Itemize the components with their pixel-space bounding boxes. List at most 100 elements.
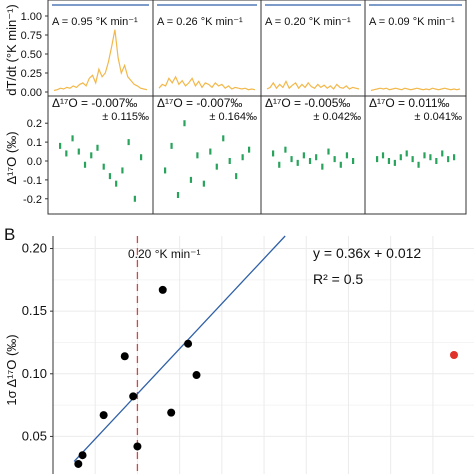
panel-b-point bbox=[184, 339, 193, 348]
iso-point bbox=[102, 163, 105, 170]
panel-b-point bbox=[129, 392, 138, 401]
iso-point bbox=[284, 146, 287, 153]
rate-tick-label: 0.50 bbox=[21, 49, 42, 61]
iso-point bbox=[435, 158, 438, 164]
iso-point bbox=[115, 180, 118, 187]
iso-point bbox=[376, 156, 379, 163]
iso-point bbox=[447, 156, 450, 163]
rate-tick-label: 0.00 bbox=[21, 87, 42, 99]
sd-label-4: ± 0.041‰ bbox=[414, 111, 462, 123]
panel-b-y-ticks: 0.05 0.10 0.15 0.20 bbox=[22, 241, 53, 443]
panel-b-tick-label: 0.05 bbox=[22, 428, 47, 443]
iso-point bbox=[108, 173, 112, 180]
fit-r-squared: R² = 0.5 bbox=[313, 271, 363, 287]
iso-point bbox=[189, 176, 193, 183]
iso-point bbox=[183, 120, 186, 127]
panel-b-point bbox=[99, 411, 108, 420]
iso-point bbox=[272, 150, 275, 157]
iso-point bbox=[215, 163, 218, 170]
iso-point bbox=[417, 161, 420, 168]
sd-label-3: ± 0.042‰ bbox=[313, 111, 361, 123]
iso-axis-label: Δ¹⁷O (‰) bbox=[4, 131, 19, 184]
iso-point bbox=[333, 156, 336, 163]
rate-tick-label: 1.00 bbox=[21, 11, 42, 23]
rate-series bbox=[53, 29, 461, 92]
iso-point bbox=[393, 159, 396, 166]
iso-tick-label: 0.0 bbox=[27, 156, 42, 168]
rate-line-1 bbox=[53, 29, 148, 92]
mean-label-3: Δ¹⁷O = -0.005‰ bbox=[265, 96, 350, 110]
panel-b-point bbox=[74, 459, 83, 468]
panel-b-point bbox=[158, 285, 167, 294]
iso-point bbox=[241, 154, 244, 161]
iso-point bbox=[209, 148, 212, 155]
panel-b-point bbox=[133, 442, 142, 451]
iso-point bbox=[222, 135, 225, 142]
rate-label-4: A = 0.09 °K min⁻¹ bbox=[369, 16, 455, 28]
iso-point bbox=[290, 156, 293, 163]
iso-point bbox=[133, 195, 136, 202]
iso-point bbox=[327, 148, 330, 155]
rate-label-3: A = 0.20 °K min⁻¹ bbox=[265, 16, 351, 28]
iso-point bbox=[176, 192, 180, 198]
threshold-label: 0.20 °K min⁻¹ bbox=[128, 247, 201, 261]
rate-label-1: A = 0.95 °K min⁻¹ bbox=[52, 16, 138, 28]
panel-b-tick-label: 0.10 bbox=[22, 366, 47, 381]
iso-series bbox=[59, 120, 456, 202]
iso-tick-label: -0.1 bbox=[23, 175, 42, 187]
panel-b-outlier-point bbox=[450, 351, 458, 359]
iso-point bbox=[164, 167, 167, 174]
iso-tick-label: 0.1 bbox=[27, 137, 42, 149]
rate-line-4 bbox=[370, 87, 461, 92]
panel-b-point bbox=[78, 451, 87, 460]
iso-point bbox=[296, 159, 299, 166]
iso-point bbox=[381, 152, 385, 159]
panel-a-frame bbox=[47, 0, 467, 215]
iso-axis-ticks: 0.2 0.1 0.0 -0.1 -0.2 bbox=[23, 118, 48, 206]
panel-b-tick-label: 0.20 bbox=[22, 241, 47, 256]
iso-point bbox=[321, 163, 324, 170]
mean-label-1: Δ¹⁷O = -0.007‰ bbox=[52, 96, 137, 110]
iso-point bbox=[315, 154, 318, 161]
iso-point bbox=[405, 150, 408, 157]
iso-point bbox=[228, 158, 231, 164]
rate-axis-label: dT/dt (°K min⁻¹) bbox=[4, 4, 19, 96]
panel-b: B 0.05 0.10 0.15 0.20 1σ Δ¹⁷O (‰) 0.20 °K m… bbox=[4, 225, 474, 474]
panel-b-label: B bbox=[4, 225, 15, 244]
iso-point bbox=[248, 146, 251, 153]
panel-b-point bbox=[167, 408, 176, 417]
iso-point bbox=[202, 180, 205, 187]
iso-point bbox=[339, 161, 342, 168]
iso-point bbox=[65, 150, 68, 157]
iso-point bbox=[278, 161, 281, 168]
rate-label-2: A = 0.26 °K min⁻¹ bbox=[157, 16, 243, 28]
rate-line-3 bbox=[266, 80, 360, 90]
panel-b-y-axis-label: 1σ Δ¹⁷O (‰) bbox=[4, 334, 19, 405]
panel-b-points bbox=[74, 285, 458, 468]
iso-point bbox=[83, 161, 87, 168]
iso-point bbox=[90, 152, 93, 159]
panel-b-grid bbox=[53, 236, 474, 474]
mean-label-4: Δ¹⁷O = 0.011‰ bbox=[369, 96, 450, 110]
iso-point bbox=[170, 142, 173, 149]
iso-point bbox=[352, 158, 355, 164]
iso-tick-label: -0.2 bbox=[23, 194, 42, 206]
rate-axis-ticks: 1.00 0.75 0.50 0.25 0.00 bbox=[21, 11, 48, 99]
iso-point bbox=[77, 148, 80, 155]
iso-point bbox=[411, 156, 414, 163]
panel-b-point bbox=[120, 352, 129, 361]
iso-point bbox=[127, 139, 130, 146]
iso-point bbox=[441, 150, 444, 157]
iso-point bbox=[345, 152, 349, 159]
iso-point bbox=[423, 152, 426, 159]
iso-point bbox=[308, 158, 312, 164]
iso-point bbox=[140, 154, 143, 161]
panel-a: 1.00 0.75 0.50 0.25 0.00 0.2 0.1 0.0 -0.1 -0.2 d… bbox=[4, 0, 467, 215]
iso-point bbox=[71, 135, 74, 142]
iso-point bbox=[196, 152, 199, 159]
iso-point bbox=[121, 167, 124, 174]
iso-point bbox=[302, 152, 305, 159]
iso-point bbox=[96, 144, 99, 151]
